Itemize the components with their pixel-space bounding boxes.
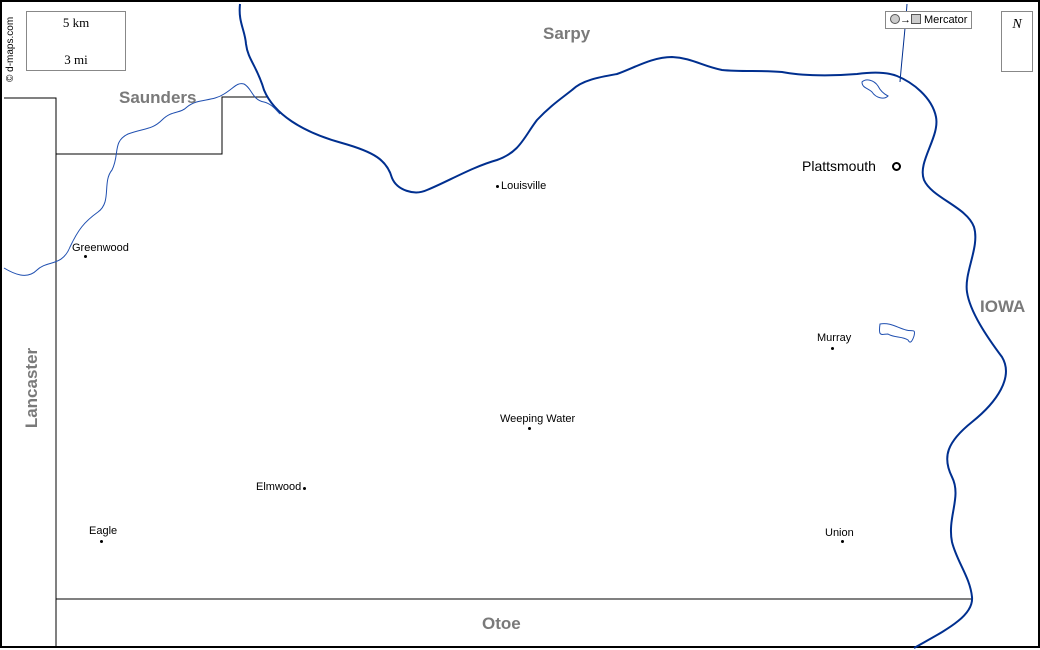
scale-bar: 5 km 3 mi (26, 11, 126, 71)
town-marker (496, 185, 499, 188)
flat-map-icon (911, 14, 921, 24)
map-credit: © d-maps.com (5, 17, 16, 82)
town-marker (831, 347, 834, 350)
town-label-weeping-water: Weeping Water (500, 413, 576, 425)
town-label-murray: Murray (817, 332, 852, 344)
region-label-sarpy: Sarpy (543, 24, 591, 43)
region-label-saunders: Saunders (119, 88, 197, 107)
town-label-greenwood: Greenwood (72, 242, 129, 254)
lake-north (861, 79, 889, 99)
town-label-elmwood: Elmwood (256, 481, 302, 493)
county-border-saunders (56, 96, 267, 155)
projection-box: → Mercator (885, 11, 973, 29)
tributary-creek (3, 83, 281, 276)
town-label-eagle: Eagle (89, 525, 118, 537)
region-label-otoe: Otoe (482, 614, 521, 633)
scale-km-label: 5 km (62, 15, 90, 30)
globe-icon (890, 14, 900, 24)
region-label-lancaster: Lancaster (22, 347, 41, 429)
town-label-louisville: Louisville (501, 180, 547, 192)
county-border (4, 97, 57, 648)
county-seat-marker (892, 162, 901, 171)
platte-river (238, 3, 1007, 649)
town-marker (84, 255, 87, 258)
town-marker (303, 487, 306, 490)
north-label: N (1012, 17, 1022, 32)
town-marker (100, 540, 103, 543)
projection-label: Mercator (924, 14, 968, 26)
town-marker (841, 540, 844, 543)
scale-mi-label: 3 mi (64, 52, 88, 67)
lake-murray (879, 323, 915, 343)
town-marker (528, 427, 531, 430)
town-label-union: Union (825, 527, 854, 539)
county-seat-label: Plattsmouth (802, 158, 876, 174)
region-label-iowa: IOWA (980, 297, 1026, 316)
north-indicator: N (1001, 11, 1033, 72)
credit-text: © d-maps.com (5, 16, 16, 82)
arrow-icon: → (900, 14, 911, 26)
